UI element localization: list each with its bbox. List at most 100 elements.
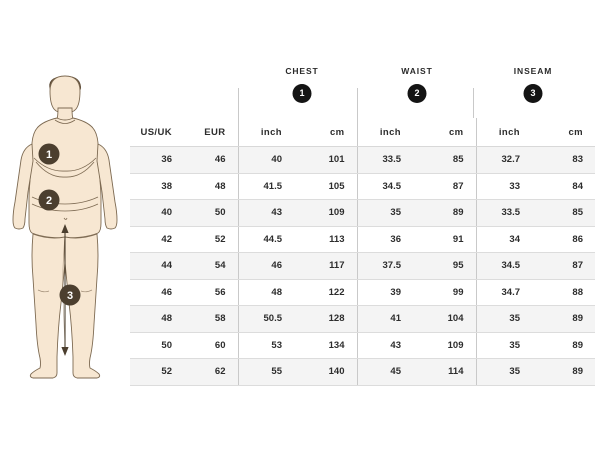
group-label-waist: WAIST	[401, 66, 433, 76]
table-cell: 104	[413, 305, 476, 333]
table-cell: 35	[356, 199, 413, 227]
body-figure-illustration: 1 2 3	[12, 75, 118, 379]
table-cell: 86	[532, 226, 595, 253]
group-label-inseam: INSEAM	[513, 66, 553, 76]
right-leg-shape	[64, 233, 101, 379]
table-cell: 91	[413, 226, 476, 253]
col-header-inseam-inch: inch	[475, 118, 532, 147]
group-badge-chest: 1	[292, 84, 312, 103]
table-cell: 40	[130, 199, 184, 227]
table-cell: 53	[237, 332, 294, 359]
table-cell: 114	[413, 358, 476, 386]
table-cell: 62	[184, 358, 238, 386]
collar-line	[54, 119, 76, 124]
table-cell: 33.5	[475, 199, 532, 227]
table-cell: 87	[413, 173, 476, 200]
table-cell: 32.7	[475, 146, 532, 174]
table-cell: 46	[130, 279, 184, 306]
table-cell: 113	[294, 226, 357, 253]
group-badge-waist: 2	[407, 84, 427, 103]
table-cell: 33	[475, 173, 532, 200]
group-badge-inseam: 3	[523, 84, 543, 103]
table-cell: 34.7	[475, 279, 532, 306]
left-knee-line	[37, 289, 50, 293]
table-cell: 101	[294, 146, 357, 174]
table-cell: 140	[294, 358, 357, 386]
table-cell: 109	[413, 332, 476, 359]
table-row: 42 52 44.5 113 36 91 34 86	[130, 226, 595, 253]
table-cell: 55	[237, 358, 294, 386]
table-cell: 46	[237, 252, 294, 280]
table-cell: 56	[184, 279, 238, 306]
table-cell: 43	[237, 199, 294, 227]
table-cell: 88	[532, 279, 595, 306]
table-cell: 41.5	[237, 173, 294, 200]
table-row: 40 50 43 109 35 89 33.5 85	[130, 199, 595, 227]
table-cell: 109	[294, 199, 357, 227]
left-leg-shape	[29, 233, 66, 379]
table-cell: 85	[413, 146, 476, 174]
table-cell: 89	[532, 332, 595, 359]
table-row: 38 48 41.5 105 34.5 87 33 84	[130, 173, 595, 200]
table-cell: 34.5	[356, 173, 413, 200]
table-cell: 50	[184, 199, 238, 227]
table-cell: 122	[294, 279, 357, 306]
table-cell: 85	[532, 199, 595, 227]
table-cell: 99	[413, 279, 476, 306]
table-cell: 36	[130, 146, 184, 174]
chest-line-lower	[35, 161, 95, 178]
table-cell: 37.5	[356, 252, 413, 280]
table-cell: 89	[413, 199, 476, 227]
col-header-waist-inch: inch	[356, 118, 413, 147]
measurements-table: US/UK EUR inch cm inch cm inch cm 36 46 40…	[130, 118, 595, 386]
table-cell: 105	[294, 173, 357, 200]
table-row: 50 60 53 134 43 109 35 89	[130, 332, 595, 359]
col-header-eur: EUR	[184, 118, 238, 147]
table-cell: 52	[184, 226, 238, 253]
body-marker-3: 3	[59, 284, 81, 306]
head-shape	[49, 75, 81, 114]
left-arm-shape	[12, 143, 34, 230]
table-cell: 128	[294, 305, 357, 333]
table-cell: 34	[475, 226, 532, 253]
table-cell: 50.5	[237, 305, 294, 333]
table-cell: 39	[356, 279, 413, 306]
table-cell: 45	[356, 358, 413, 386]
torso-shape	[28, 117, 102, 239]
table-cell: 33.5	[356, 146, 413, 174]
col-header-waist-cm: cm	[413, 118, 476, 147]
group-header-row: CHEST 1 WAIST 2 INSEAM 3	[130, 62, 576, 118]
column-divider-2	[357, 88, 358, 118]
table-cell: 52	[130, 358, 184, 386]
col-header-inseam-cm: cm	[532, 118, 595, 147]
body-marker-1: 1	[38, 143, 60, 165]
table-cell: 95	[413, 252, 476, 280]
table-cell: 48	[130, 305, 184, 333]
table-cell: 35	[475, 305, 532, 333]
table-cell: 35	[475, 332, 532, 359]
table-cell: 41	[356, 305, 413, 333]
col-header-usuk: US/UK	[130, 118, 184, 147]
waist-line-lower	[31, 203, 99, 212]
column-header-row: US/UK EUR inch cm inch cm inch cm	[130, 118, 595, 147]
body-marker-3-label: 3	[67, 290, 73, 302]
table-cell: 50	[130, 332, 184, 359]
table-cell: 44.5	[237, 226, 294, 253]
table-cell: 40	[237, 146, 294, 174]
table-cell: 89	[532, 305, 595, 333]
table-cell: 44	[130, 252, 184, 280]
body-marker-2: 2	[38, 189, 60, 211]
table-row: 46 56 48 122 39 99 34.7 88	[130, 279, 595, 306]
table-cell: 117	[294, 252, 357, 280]
table-cell: 43	[356, 332, 413, 359]
right-knee-line	[80, 289, 93, 293]
measurements-body: 36 46 40 101 33.5 85 32.7 83 38 48 41.5 105 34.5 87 33…	[130, 146, 595, 386]
table-cell: 58	[184, 305, 238, 333]
chest-line	[33, 157, 97, 172]
table-cell: 42	[130, 226, 184, 253]
table-cell: 60	[184, 332, 238, 359]
body-figure-panel: 1 2 3	[0, 58, 130, 398]
table-cell: 46	[184, 146, 238, 174]
table-row: 48 58 50.5 128 41 104 35 89	[130, 305, 595, 333]
column-divider-3	[473, 88, 474, 118]
